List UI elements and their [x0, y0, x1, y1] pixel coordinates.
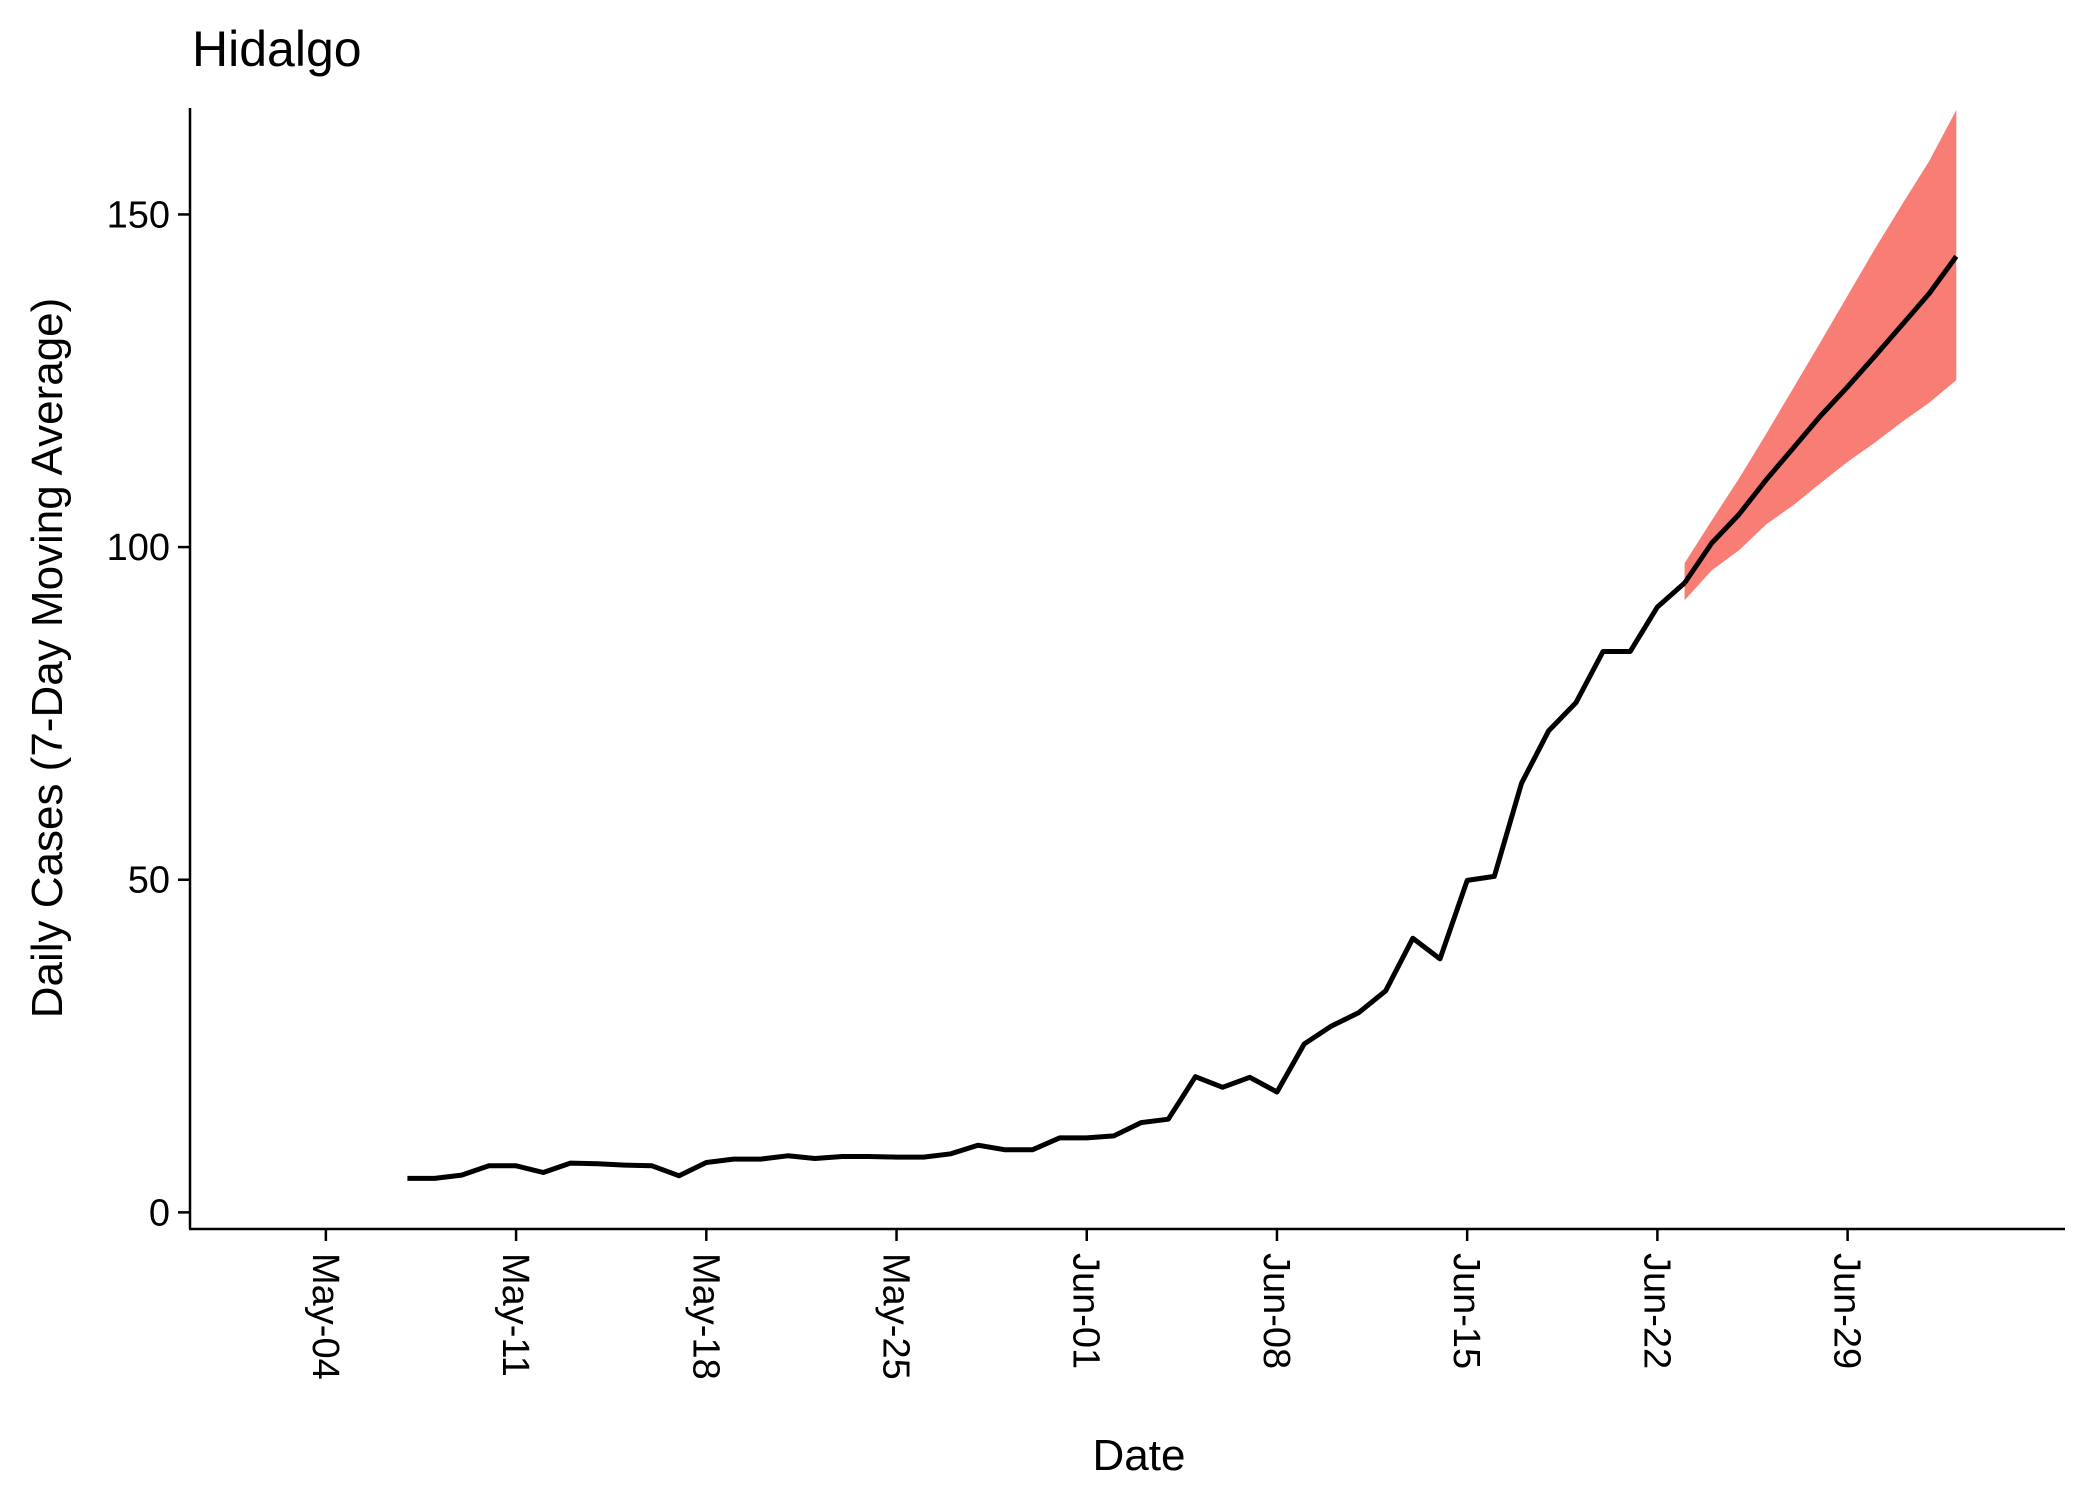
y-axis-label: Daily Cases (7-Day Moving Average)	[23, 298, 72, 1019]
y-tick-label: 150	[107, 194, 170, 236]
forecast-interval-band	[1684, 110, 1957, 601]
x-tick-label: Jun-01	[1065, 1253, 1107, 1369]
y-tick-label: 50	[128, 860, 170, 902]
y-axis: 0 50 100 150	[107, 194, 190, 1234]
y-tick-label: 100	[107, 527, 170, 569]
x-tick-label: Jun-29	[1826, 1253, 1868, 1369]
forecast-line	[1682, 254, 1959, 585]
x-tick-label: May-25	[875, 1253, 917, 1380]
x-tick-label: May-18	[684, 1253, 726, 1380]
plot-area	[407, 110, 1959, 1181]
chart-title: Hidalgo	[192, 21, 362, 77]
y-tick-label: 0	[149, 1192, 170, 1234]
x-tick-label: May-04	[304, 1253, 346, 1380]
x-axis: May-04 May-11 May-18 May-25 Jun-01 Jun-08 Jun-…	[304, 1229, 1868, 1380]
x-tick-label: May-11	[494, 1253, 536, 1377]
x-tick-label: Jun-22	[1635, 1253, 1677, 1369]
x-tick-label: Jun-15	[1445, 1253, 1487, 1369]
x-tick-label: Jun-08	[1255, 1253, 1297, 1369]
observed-cases-line	[407, 581, 1687, 1181]
x-axis-label: Date	[1093, 1431, 1186, 1480]
